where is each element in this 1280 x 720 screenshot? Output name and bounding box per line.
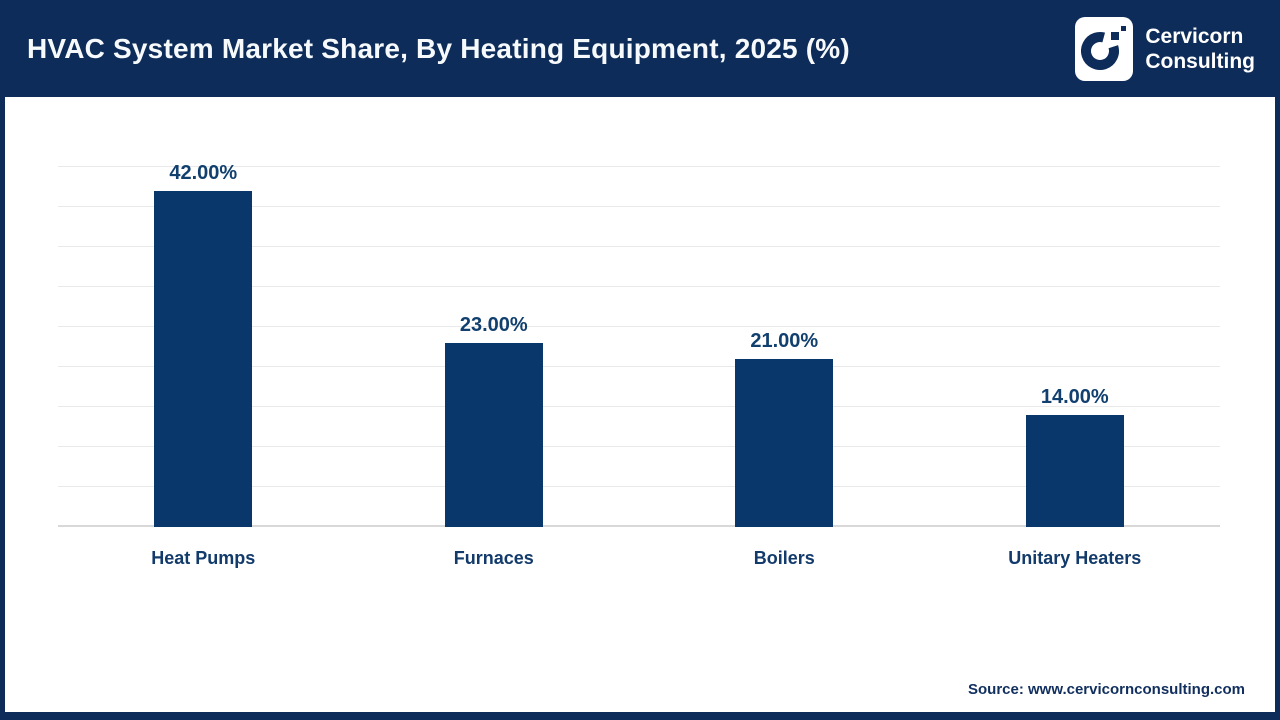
gridline <box>58 246 1220 247</box>
gridline <box>58 446 1220 447</box>
chart-title: HVAC System Market Share, By Heating Equ… <box>27 32 850 64</box>
bar-value-label: 23.00% <box>459 314 528 336</box>
bar-boilers <box>735 359 834 527</box>
bar-furnaces <box>444 343 543 527</box>
bar-value-label: 21.00% <box>750 330 819 352</box>
header-bar: HVAC System Market Share, By Heating Equ… <box>5 0 1275 97</box>
bar-slot: 42.00% <box>58 162 349 527</box>
bar-series: 42.00% 23.00% 21.00% 14.00% <box>58 162 1221 527</box>
x-axis-labels: Heat Pumps Furnaces Boilers Unitary Heaters <box>58 542 1220 574</box>
x-axis-label: Heat Pumps <box>151 548 256 568</box>
bar-value-label: 14.00% <box>1040 386 1109 408</box>
brand-logo: Cervicorn Consulting <box>1075 16 1255 81</box>
source-credit: Source: www.cervicornconsulting.com <box>967 681 1245 698</box>
brand-name-line1: Cervicorn <box>1145 24 1244 48</box>
bar-chart-plot-area: 42.00% 23.00% 21.00% 14.00% <box>58 162 1221 527</box>
brand-name: Cervicorn Consulting <box>1145 24 1255 74</box>
gridline <box>58 206 1220 207</box>
bar-slot: 21.00% <box>639 167 930 527</box>
bar-heat-pumps <box>154 191 253 527</box>
bar-unitary-heaters <box>1025 415 1124 527</box>
x-axis-label: Unitary Heaters <box>1008 548 1142 568</box>
gridline <box>58 326 1220 327</box>
x-axis-label: Boilers <box>753 548 815 568</box>
x-axis-label: Furnaces <box>453 548 534 568</box>
bar-slot: 14.00% <box>930 167 1221 527</box>
gridline <box>58 286 1220 287</box>
brand-name-line2: Consulting <box>1145 49 1255 73</box>
gridline <box>58 406 1220 407</box>
gridline <box>58 525 1220 527</box>
cervicorn-c-icon <box>1075 16 1134 81</box>
gridline <box>58 366 1220 367</box>
bar-slot: 23.00% <box>349 167 640 527</box>
bar-value-label: 42.00% <box>169 162 238 184</box>
gridline <box>58 166 1220 167</box>
gridline <box>58 486 1220 487</box>
